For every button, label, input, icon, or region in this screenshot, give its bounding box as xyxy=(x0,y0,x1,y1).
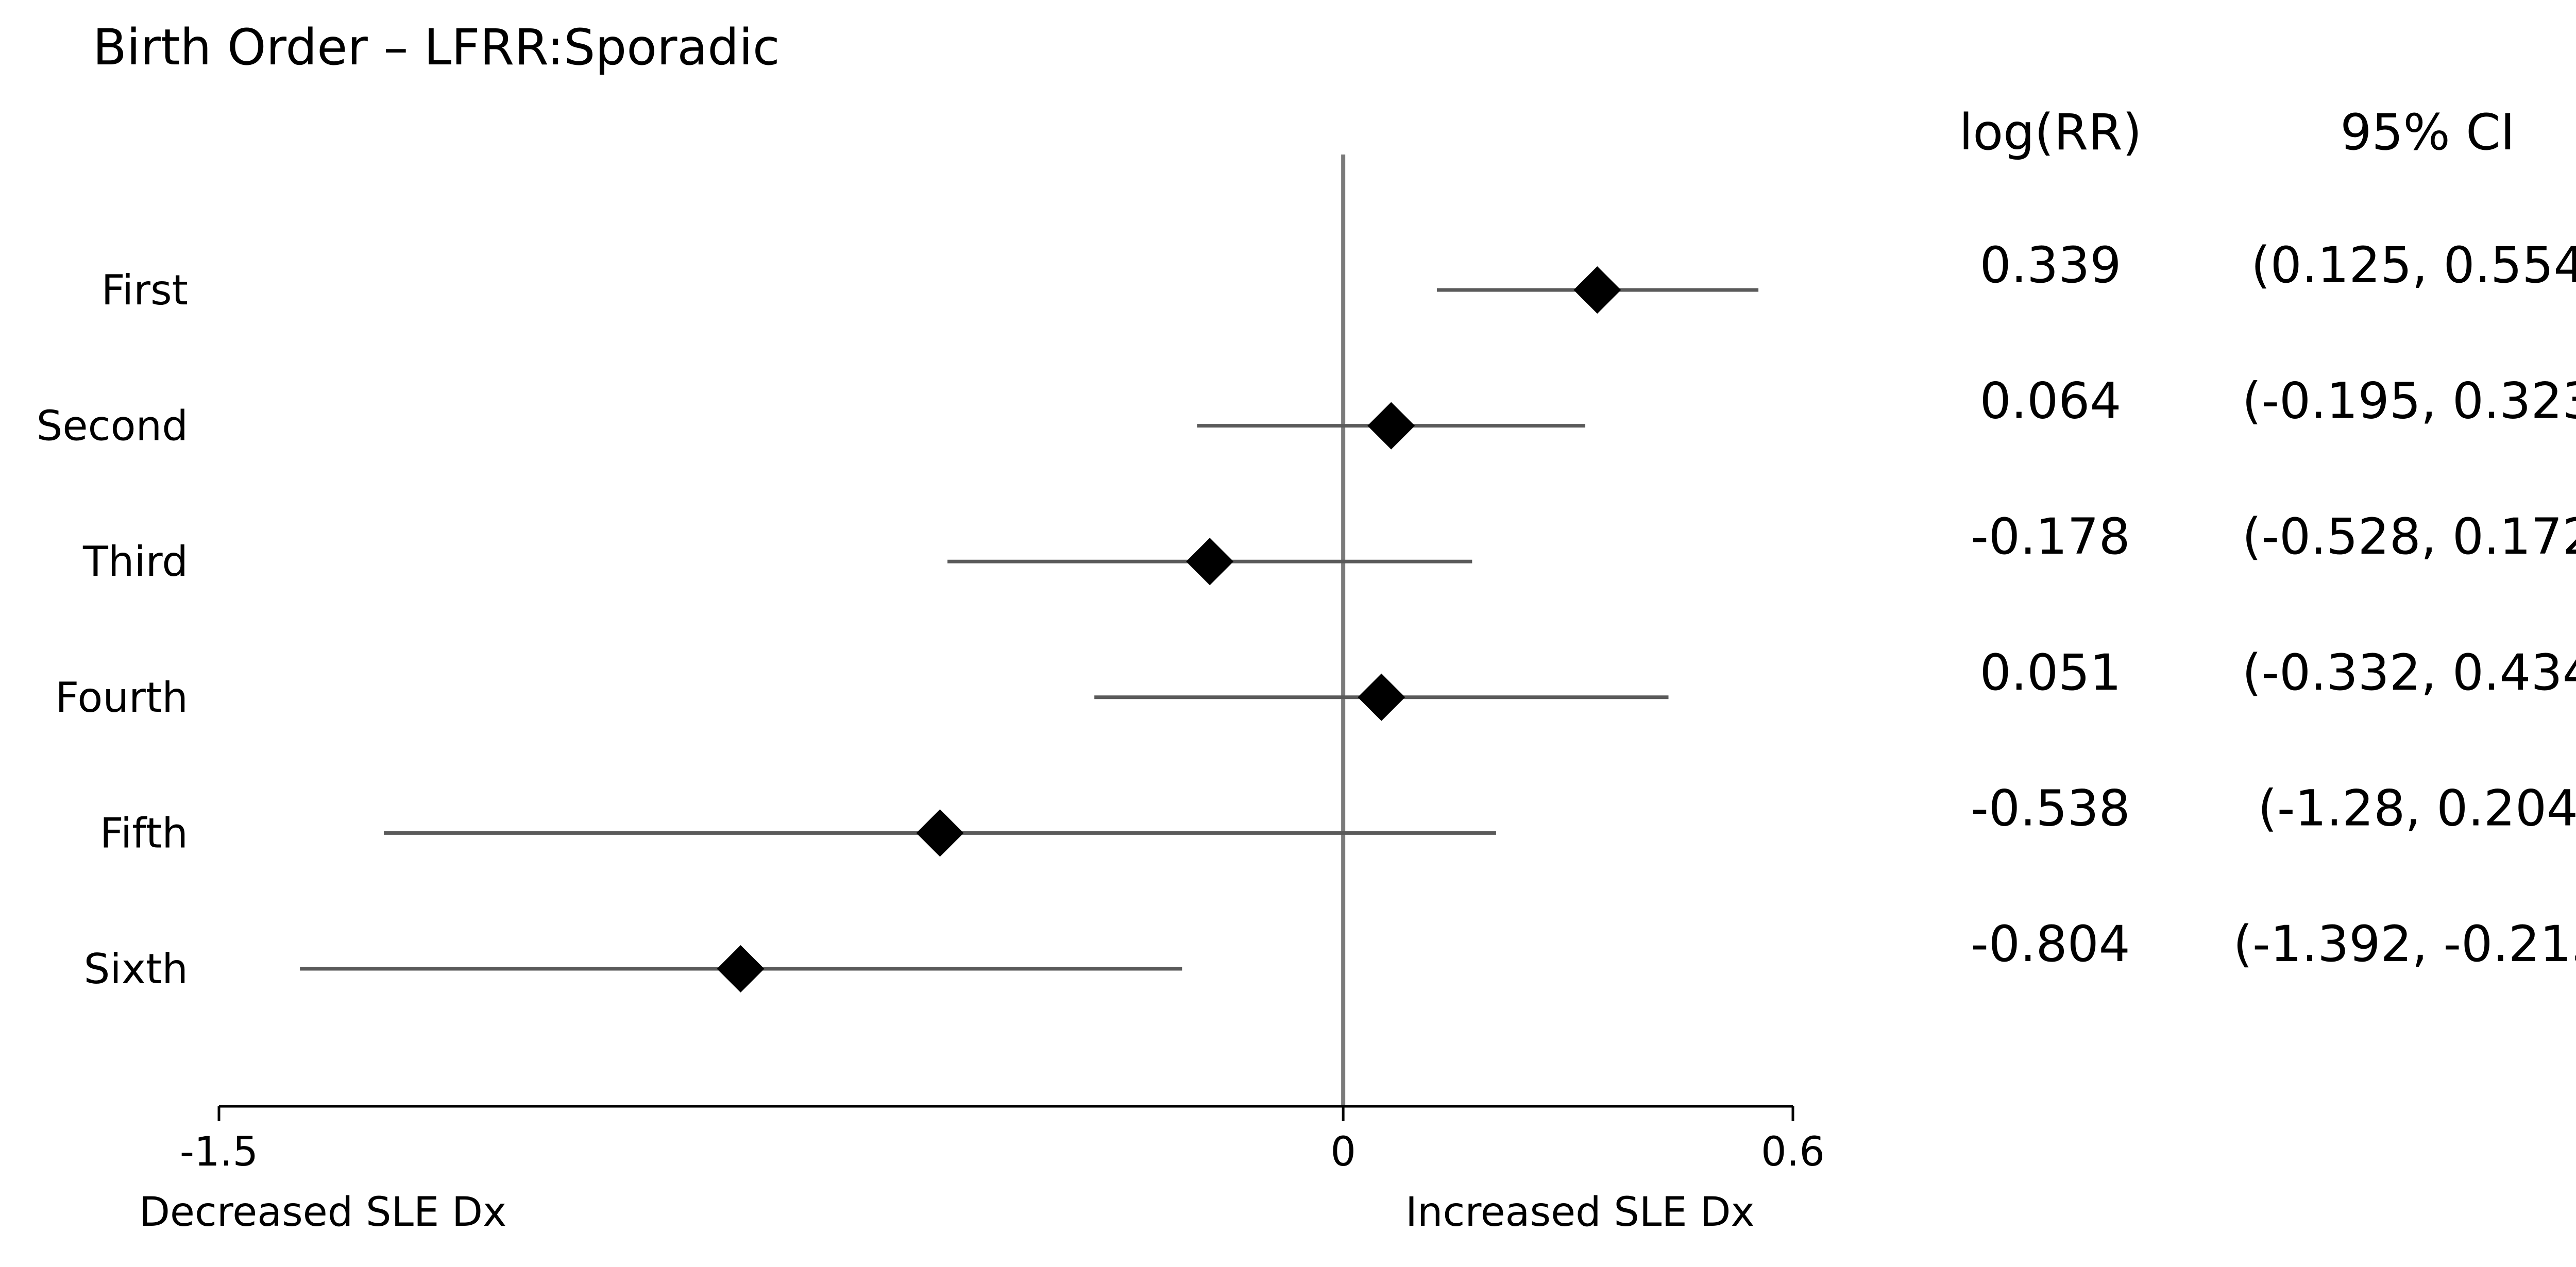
estimate-marker xyxy=(1186,538,1234,586)
ci-value: (-0.195, 0.323) xyxy=(2242,372,2576,430)
estimate-value: -0.538 xyxy=(1971,779,2130,837)
estimate-marker xyxy=(1358,673,1405,721)
ci-value: (-0.528, 0.172) xyxy=(2242,508,2576,566)
row-label: Third xyxy=(82,538,188,586)
forest-row: Third -0.178 (-0.528, 0.172) xyxy=(82,508,2576,586)
estimate-value: 0.339 xyxy=(1980,236,2122,294)
row-label: Fifth xyxy=(100,809,188,857)
row-label: Second xyxy=(37,402,188,450)
estimate-value: 0.051 xyxy=(1980,644,2122,701)
row-label: Fourth xyxy=(55,674,188,722)
ci-value: (0.125, 0.554) xyxy=(2251,236,2576,294)
estimate-value: 0.064 xyxy=(1980,372,2122,430)
ci-column-header: 95% CI xyxy=(2340,104,2515,161)
estimate-marker xyxy=(1573,266,1621,314)
estimate-value: -0.804 xyxy=(1971,915,2130,973)
row-label: First xyxy=(101,266,188,314)
ci-value: (-0.332, 0.434) xyxy=(2242,644,2576,701)
forest-row: First 0.339 (0.125, 0.554) xyxy=(101,236,2576,314)
estimate-marker xyxy=(916,809,964,857)
ci-value: (-1.392, -0.215) xyxy=(2233,915,2576,973)
estimate-marker xyxy=(1367,402,1415,450)
x-tick-label: -1.5 xyxy=(180,1129,258,1175)
x-tick-label: 0 xyxy=(1330,1129,1356,1175)
increased-direction-label: Increased SLE Dx xyxy=(1405,1189,1755,1236)
row-label: Sixth xyxy=(84,945,188,993)
estimate-marker xyxy=(717,945,765,992)
estimate-value: -0.178 xyxy=(1971,508,2130,566)
rows-layer: First 0.339 (0.125, 0.554) Second 0.064 (-0.1… xyxy=(37,236,2576,993)
decreased-direction-label: Decreased SLE Dx xyxy=(139,1189,506,1236)
forest-row: Second 0.064 (-0.195, 0.323) xyxy=(37,372,2576,450)
chart-title: Birth Order – LFRR:Sporadic xyxy=(93,19,780,76)
x-tick-label: 0.6 xyxy=(1761,1129,1825,1175)
forest-row: Fourth 0.051 (-0.332, 0.434) xyxy=(55,644,2576,722)
forest-row: Sixth -0.804 (-1.392, -0.215) xyxy=(84,915,2576,993)
x-axis: -1.5 0 0.6 xyxy=(180,1105,1825,1175)
estimate-column-header: log(RR) xyxy=(1959,104,2142,161)
forest-row: Fifth -0.538 (-1.28, 0.204) xyxy=(100,779,2576,857)
ci-value: (-1.28, 0.204) xyxy=(2258,779,2576,837)
